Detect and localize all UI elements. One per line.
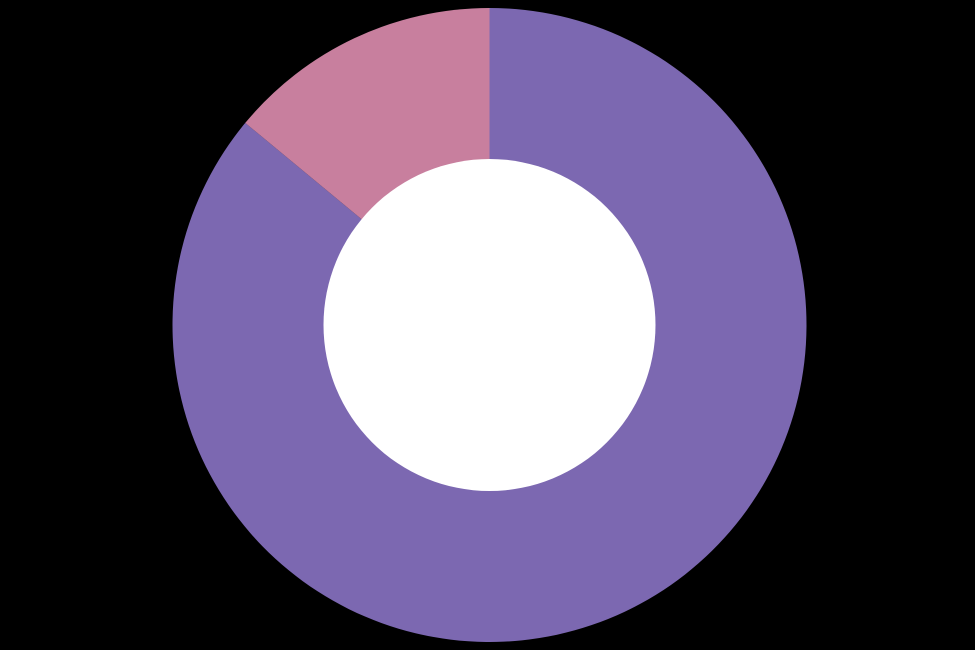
donut-hole	[323, 159, 656, 491]
